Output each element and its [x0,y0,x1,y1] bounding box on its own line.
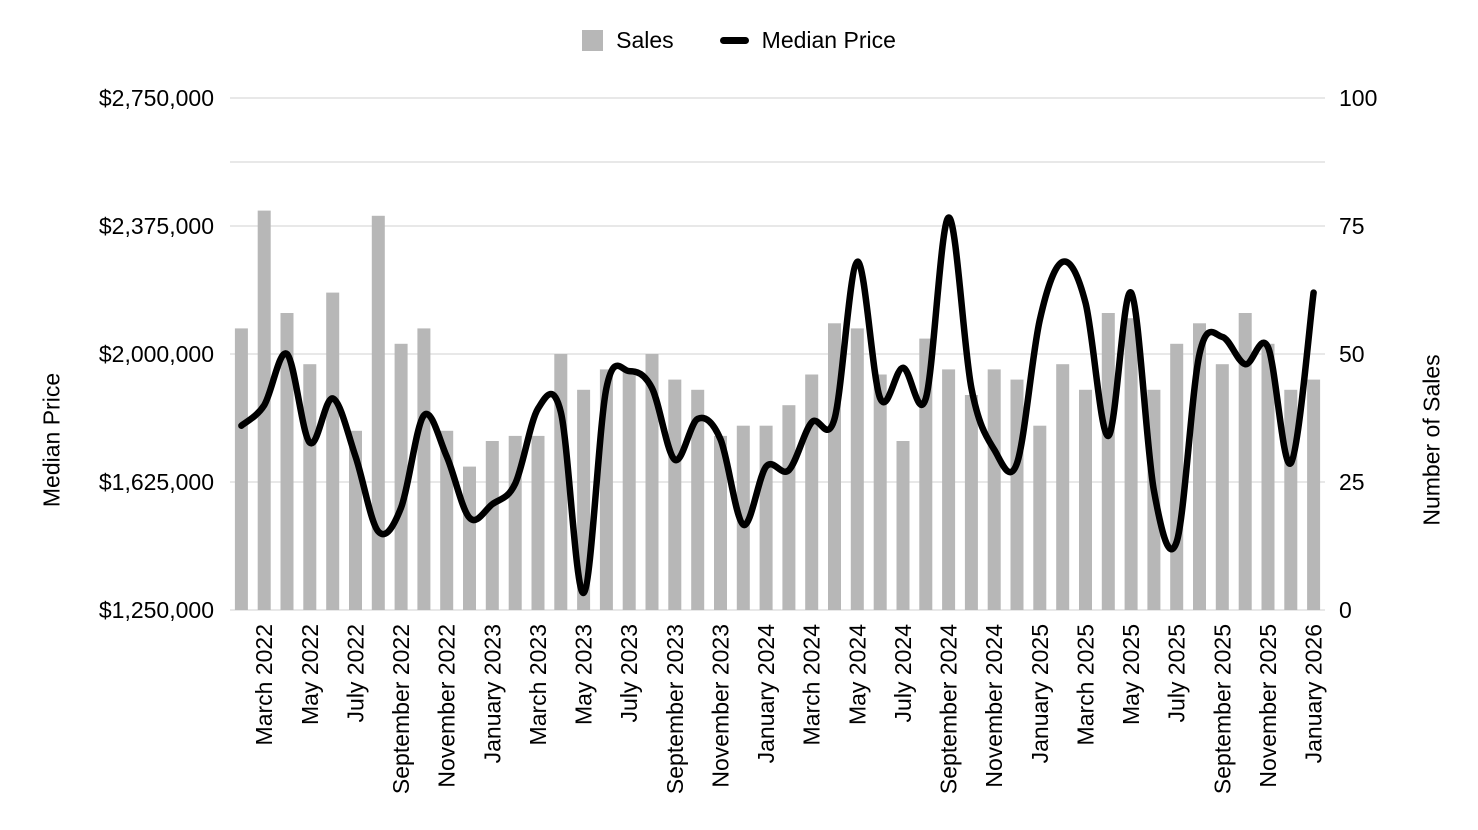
legend-median-price-label: Median Price [761,27,896,53]
sales-swatch-icon [582,30,604,51]
x-axis-tick-labels: March 2022 May 2022 July 2022 September 202… [251,624,1326,794]
sales-bar[interactable] [234,328,248,610]
x-axis-tick-label: January 2024 [753,624,779,764]
sales-bar[interactable] [805,374,819,611]
sales-bar[interactable] [394,343,408,610]
x-axis-tick-label: January 2026 [1301,624,1327,763]
sales-bar[interactable] [1056,364,1070,610]
sales-bar[interactable] [782,405,796,610]
left-axis-tick-label: $1,250,000 [99,597,214,623]
sales-bar[interactable] [417,328,431,610]
x-axis-tick-label: July 2024 [890,624,916,723]
sales-bar[interactable] [1307,379,1321,610]
x-axis-tick-label: September 2022 [388,624,414,794]
left-axis-tick-label: $2,000,000 [99,341,214,367]
right-axis-tick-label: 25 [1339,469,1365,495]
sales-bar[interactable] [987,369,1001,610]
x-axis-tick-label: March 2022 [251,624,277,745]
sales-bar[interactable] [896,441,910,610]
sales-bar[interactable] [622,369,636,610]
x-axis-tick-label: March 2025 [1073,624,1099,745]
sales-bar[interactable] [1101,313,1115,610]
x-axis-tick-label: March 2024 [799,624,825,746]
left-axis-tick-label: $2,375,000 [99,213,214,239]
x-axis-tick-label: July 2025 [1164,624,1190,722]
right-axis-tick-label: 75 [1339,213,1365,239]
sales-bar[interactable] [736,425,750,610]
sales-bar[interactable] [964,395,978,610]
sales-bar[interactable] [485,441,499,610]
left-axis-tick-labels: $1,250,000 $1,625,000 $2,000,000 $2,375,000… [99,85,214,623]
sales-bar[interactable] [1284,389,1298,610]
left-axis-tick-label: $1,625,000 [99,469,214,495]
x-axis-tick-label: May 2025 [1118,624,1144,725]
x-axis-tick-label: May 2023 [571,624,597,725]
sales-bar[interactable] [714,435,727,610]
right-axis-tick-label: 0 [1339,597,1352,623]
sales-bar[interactable] [1079,389,1092,610]
sales-bar[interactable] [1261,343,1275,610]
x-axis-tick-label: November 2025 [1255,624,1281,788]
sales-bar[interactable] [1238,313,1252,610]
x-axis-tick-label: January 2025 [1027,624,1053,763]
left-axis-tick-label: $2,750,000 [99,85,214,111]
median-price-swatch-icon [719,37,749,44]
right-axis-tick-labels: 0 25 50 75 100 [1339,85,1377,623]
sales-bar[interactable] [850,328,864,610]
sales-bar[interactable] [668,379,682,610]
sales-bar[interactable] [759,425,773,610]
x-axis-tick-label: November 2024 [981,624,1007,788]
right-axis-tick-label: 50 [1339,341,1365,367]
sales-bar[interactable] [463,466,476,610]
legend: Sales Median Price [0,27,1478,54]
median-price-line[interactable] [238,214,1317,597]
x-axis-tick-label: May 2022 [297,624,323,725]
sales-bar[interactable] [1010,379,1024,610]
x-axis-tick-label: September 2023 [662,624,688,794]
sales-bars [234,210,1321,611]
x-axis-tick-label: July 2023 [616,624,642,722]
sales-bar[interactable] [873,374,887,611]
x-axis-tick-label: July 2022 [343,624,369,722]
x-axis-tick-label: November 2022 [434,624,460,788]
x-axis-tick-label: May 2024 [844,624,870,725]
x-axis-tick-label: September 2024 [936,624,962,794]
sales-bar[interactable] [645,354,659,610]
sales-bar[interactable] [577,389,591,610]
sales-bar[interactable] [531,435,545,610]
sales-bar[interactable] [326,292,340,610]
x-axis-tick-label: November 2023 [708,624,734,788]
legend-sales-label: Sales [616,27,674,53]
sales-bar[interactable] [371,215,385,611]
legend-item-sales: Sales [582,27,674,54]
sales-bar[interactable] [942,369,956,610]
sales-bar[interactable] [1215,364,1229,610]
gridlines [230,97,1325,611]
x-axis-tick-label: March 2023 [525,624,551,745]
sales-bar[interactable] [1170,343,1184,610]
sales-bar[interactable] [1124,318,1138,610]
legend-item-median-price: Median Price [719,27,896,54]
sales-bar[interactable] [440,430,454,610]
right-axis-tick-label: 100 [1339,85,1377,111]
sales-bar[interactable] [691,389,705,610]
sales-bar[interactable] [554,354,568,610]
sales-bar[interactable] [280,313,294,610]
sales-bar[interactable] [303,364,317,610]
x-axis-tick-label: January 2023 [479,624,505,763]
sales-bar[interactable] [1033,425,1047,610]
x-axis-tick-label: September 2025 [1209,624,1235,794]
